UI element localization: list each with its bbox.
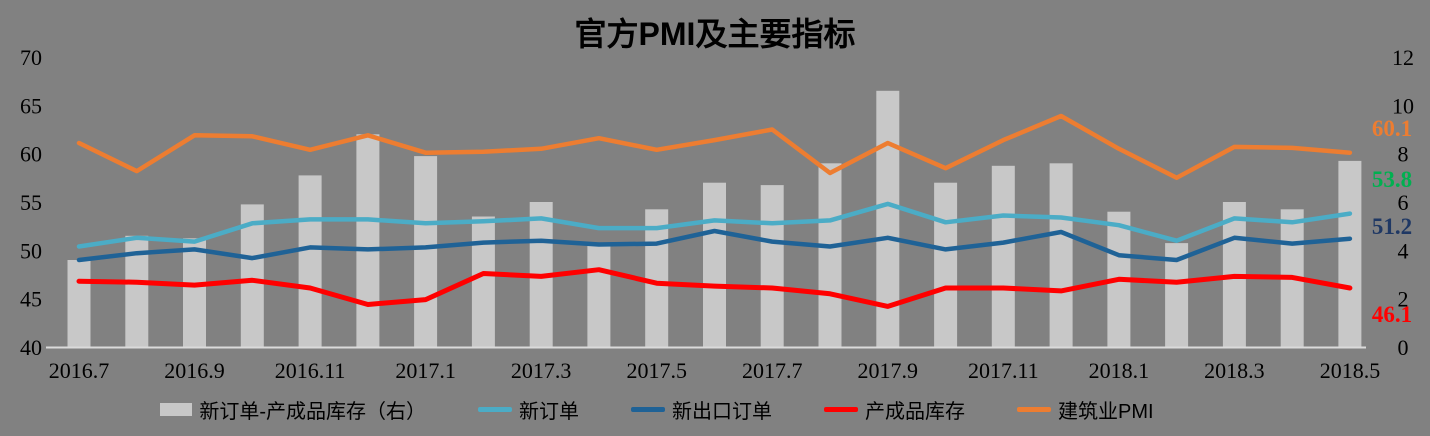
bar-2016.8 bbox=[125, 235, 149, 347]
line-finished-goods-inventory bbox=[76, 267, 1353, 309]
right-axis-tick-6: 6 bbox=[1398, 190, 1409, 215]
left-axis-tick-45: 45 bbox=[20, 287, 42, 312]
end-label-new-orders: 53.8 bbox=[1372, 167, 1412, 192]
x-axis-tick-2017.3: 2017.3 bbox=[511, 358, 572, 383]
series-end-labels: 60.1 53.8 51.2 46.1 bbox=[1372, 116, 1412, 327]
line-new-export-orders bbox=[76, 228, 1353, 263]
legend-item-bar-new-orders-minus-inventory: 新订单-产成品库存（右） bbox=[160, 395, 426, 424]
bar-2018.5 bbox=[1338, 160, 1362, 347]
bar-2017.6 bbox=[703, 182, 726, 347]
x-axis-tick-2017.5: 2017.5 bbox=[626, 358, 687, 383]
x-axis-tick-2016.11: 2016.11 bbox=[275, 358, 346, 383]
left-axis-tick-70: 70 bbox=[20, 45, 42, 70]
legend-item-new-export-orders: 新出口订单 bbox=[631, 395, 772, 424]
left-axis-tick-60: 60 bbox=[20, 142, 42, 167]
line-construction-pmi bbox=[76, 113, 1353, 181]
bar-2016.7 bbox=[67, 260, 91, 347]
legend-label-new-orders: 新订单 bbox=[519, 400, 580, 423]
x-axis-tick-2018.1: 2018.1 bbox=[1089, 358, 1150, 383]
x-axis-tick-2016.7: 2016.7 bbox=[49, 358, 110, 383]
bar-2017.10 bbox=[934, 182, 958, 347]
bar-2017.8 bbox=[818, 163, 842, 347]
x-axis-tick-2017.1: 2017.1 bbox=[395, 358, 456, 383]
bar-2016.11 bbox=[298, 175, 322, 347]
right-axis-tick-10: 10 bbox=[1392, 93, 1414, 118]
legend-swatch-finished-goods-inventory bbox=[824, 406, 859, 412]
x-axis-tick-2016.9: 2016.9 bbox=[164, 358, 225, 383]
legend-label-construction-pmi: 建筑业PMI bbox=[1058, 400, 1154, 423]
bar-2017.2 bbox=[471, 216, 495, 347]
axis-tick-labels: 70 65 60 55 50 45 40 12 10 8 6 4 2 0 2016.7 2016.9 2016.… bbox=[20, 45, 1414, 383]
legend-swatch-new-export-orders bbox=[631, 406, 666, 412]
legend-item-finished-goods-inventory: 产成品库存 bbox=[824, 395, 965, 424]
x-axis-tick-2017.7: 2017.7 bbox=[742, 358, 803, 383]
legend-label-bar-new-orders-minus-inventory: 新订单-产成品库存（右） bbox=[199, 400, 427, 423]
legend-swatch-bar-new-orders-minus-inventory bbox=[160, 402, 193, 416]
right-axis-tick-12: 12 bbox=[1392, 45, 1414, 70]
x-axis-tick-2018.3: 2018.3 bbox=[1204, 358, 1265, 383]
line-series-group bbox=[76, 113, 1353, 309]
bar-2016.9 bbox=[183, 238, 206, 348]
legend-item-construction-pmi: 建筑业PMI bbox=[1017, 395, 1154, 424]
bar-2018.2 bbox=[1165, 243, 1189, 347]
legend-swatch-construction-pmi bbox=[1017, 406, 1052, 412]
x-axis-tick-2017.9: 2017.9 bbox=[858, 358, 919, 383]
bar-2017.9 bbox=[876, 90, 900, 348]
left-axis-tick-40: 40 bbox=[20, 335, 42, 360]
left-axis-tick-65: 65 bbox=[20, 93, 42, 118]
right-axis-tick-2: 2 bbox=[1398, 287, 1409, 312]
bar-2016.10 bbox=[240, 204, 264, 347]
legend-label-new-export-orders: 新出口订单 bbox=[672, 400, 773, 423]
bar-2017.11 bbox=[991, 165, 1015, 348]
line-new-orders bbox=[76, 201, 1353, 249]
end-label-construction-pmi: 60.1 bbox=[1372, 116, 1412, 141]
left-axis-tick-55: 55 bbox=[20, 190, 42, 215]
left-axis-tick-50: 50 bbox=[20, 238, 42, 263]
end-label-new-export-orders: 51.2 bbox=[1372, 214, 1412, 239]
bar-2017.1 bbox=[414, 156, 438, 347]
right-axis-tick-4: 4 bbox=[1398, 238, 1409, 263]
x-axis-tick-2018.5: 2018.5 bbox=[1320, 358, 1381, 383]
legend-swatch-new-orders bbox=[478, 406, 513, 412]
right-axis-tick-8: 8 bbox=[1398, 142, 1409, 167]
chart-legend: 新订单-产成品库存（右） 新订单 新出口订单 产成品库存 建筑业PMI bbox=[0, 393, 1372, 425]
bar-2017.4 bbox=[587, 243, 611, 347]
bar-2017.12 bbox=[1049, 163, 1073, 347]
x-axis-tick-2017.11: 2017.11 bbox=[968, 358, 1039, 383]
legend-label-finished-goods-inventory: 产成品库存 bbox=[865, 400, 966, 423]
chart-title: 官方PMI及主要指标 bbox=[575, 16, 856, 52]
legend-item-new-orders: 新订单 bbox=[478, 395, 579, 424]
bar-2016.12 bbox=[356, 134, 380, 347]
bar-2017.7 bbox=[760, 185, 784, 347]
right-axis-tick-0: 0 bbox=[1398, 335, 1409, 360]
end-label-finished-goods-inventory: 46.1 bbox=[1372, 302, 1412, 327]
